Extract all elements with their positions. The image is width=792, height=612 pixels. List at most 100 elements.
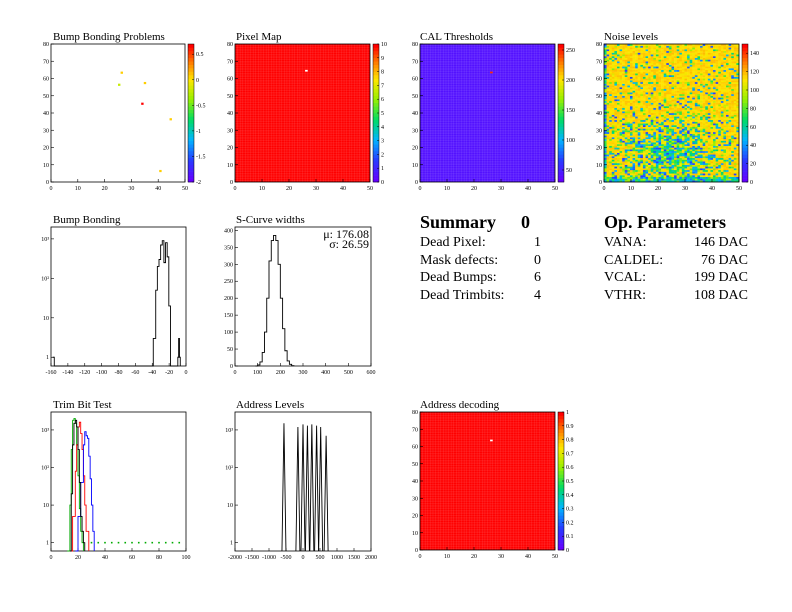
heatmap-cell <box>733 50 737 53</box>
heatmap-cell <box>679 161 683 164</box>
heatmap-cell <box>715 76 719 79</box>
heatmap-cell <box>616 81 620 84</box>
heatmap-cell <box>697 154 701 157</box>
heatmap-cell <box>604 100 607 103</box>
heatmap-cell <box>604 140 607 143</box>
heatmap-cell <box>684 180 688 183</box>
heatmap-cell <box>705 85 709 88</box>
heatmap-cell <box>692 99 696 102</box>
heatmap-cell <box>676 57 680 60</box>
heatmap-cell <box>614 135 618 138</box>
x-tick-label: -20 <box>165 370 173 376</box>
heatmap-cell <box>606 147 610 150</box>
heatmap-cell <box>653 61 657 64</box>
heatmap-cell <box>681 102 685 105</box>
heatmap-cell <box>624 159 628 162</box>
heatmap-cell <box>637 133 641 136</box>
heatmap-cell <box>645 178 649 181</box>
heatmap-cell <box>694 52 698 55</box>
heatmap-cell <box>624 173 628 176</box>
heatmap-cell <box>692 76 696 79</box>
heatmap-cell <box>661 178 664 181</box>
heatmap-cell <box>733 142 737 145</box>
heatmap-cell <box>697 80 701 83</box>
heatmap-cell <box>700 142 703 145</box>
x-tick-label: 20 <box>75 555 81 561</box>
heatmap-cell <box>627 113 631 115</box>
heatmap-cell <box>616 100 620 103</box>
heatmap-cell <box>640 149 644 152</box>
heatmap-cell <box>718 161 722 164</box>
heatmap-cell <box>697 159 701 162</box>
heatmap-cell <box>653 123 657 126</box>
heatmap-cell <box>710 169 714 172</box>
heatmap-cell <box>635 144 638 146</box>
heatmap-cell <box>715 113 719 115</box>
heatmap-cell <box>624 87 628 90</box>
heatmap-cell <box>728 114 732 117</box>
heatmap-cell <box>624 44 628 46</box>
heatmap-cell <box>733 87 737 90</box>
heatmap-cell <box>658 178 662 181</box>
heatmap-cell <box>637 73 641 76</box>
heatmap-cell <box>674 169 677 172</box>
heatmap-cell <box>726 114 729 117</box>
heatmap-cell <box>736 131 740 134</box>
y-tick-label: 300 <box>224 262 233 268</box>
heatmap-cell <box>705 76 709 79</box>
heatmap-cell <box>736 118 740 121</box>
heatmap-cell <box>609 104 612 107</box>
heatmap-cell <box>728 109 732 112</box>
heatmap-cell <box>640 49 644 52</box>
heatmap-cell <box>627 59 631 62</box>
heatmap-cell <box>702 113 706 115</box>
heatmap-cell <box>710 99 714 102</box>
heatmap-cell <box>676 106 680 109</box>
heatmap-cell <box>736 145 740 148</box>
heatmap-cell <box>624 104 628 107</box>
heatmap-cell <box>650 121 654 124</box>
heatmap-cell <box>609 125 612 127</box>
heatmap-fill <box>420 44 555 182</box>
heatmap-cell <box>645 64 649 67</box>
heatmap-cell <box>650 178 654 181</box>
x-tick-label: 200 <box>276 370 285 376</box>
heatmap-cell <box>609 116 612 119</box>
heatmap-cell <box>694 163 698 165</box>
heatmap-cell <box>653 49 657 52</box>
colorbar-segment <box>188 88 194 93</box>
heatmap-cell <box>640 87 644 90</box>
heatmap-cell <box>645 75 649 77</box>
heatmap-cell <box>679 144 683 146</box>
heatmap-cell <box>663 119 667 122</box>
heatmap-cell <box>619 154 623 157</box>
heatmap-cell <box>648 140 651 143</box>
colorbar-segment <box>558 123 564 128</box>
heatmap-cell <box>650 54 654 57</box>
heatmap-cell <box>713 68 716 71</box>
heatmap-cell <box>731 71 735 74</box>
heatmap-cell <box>697 52 701 55</box>
heatmap-cell <box>715 169 719 172</box>
heatmap-cell <box>655 133 659 136</box>
heatmap-cell <box>622 126 625 129</box>
heatmap-cell <box>705 106 709 109</box>
x-tick-label: 50 <box>182 186 188 192</box>
colorbar-segment <box>558 157 564 162</box>
heatmap-cell <box>671 147 675 150</box>
heatmap-cell <box>655 52 659 55</box>
heatmap-cell <box>653 163 657 165</box>
heatmap-cell <box>653 104 657 107</box>
heatmap-cell <box>666 128 670 131</box>
heatmap-cell <box>637 130 641 133</box>
heatmap-cell <box>718 66 722 69</box>
colorbar-segment <box>742 116 748 121</box>
heatmap-cell <box>720 59 724 62</box>
heatmap-cell <box>707 99 711 102</box>
heatmap-cell <box>705 64 709 67</box>
heatmap-cell <box>611 88 615 91</box>
heatmap-cell <box>726 49 729 52</box>
heatmap-cell <box>663 114 667 117</box>
heatmap-cell <box>674 133 677 136</box>
